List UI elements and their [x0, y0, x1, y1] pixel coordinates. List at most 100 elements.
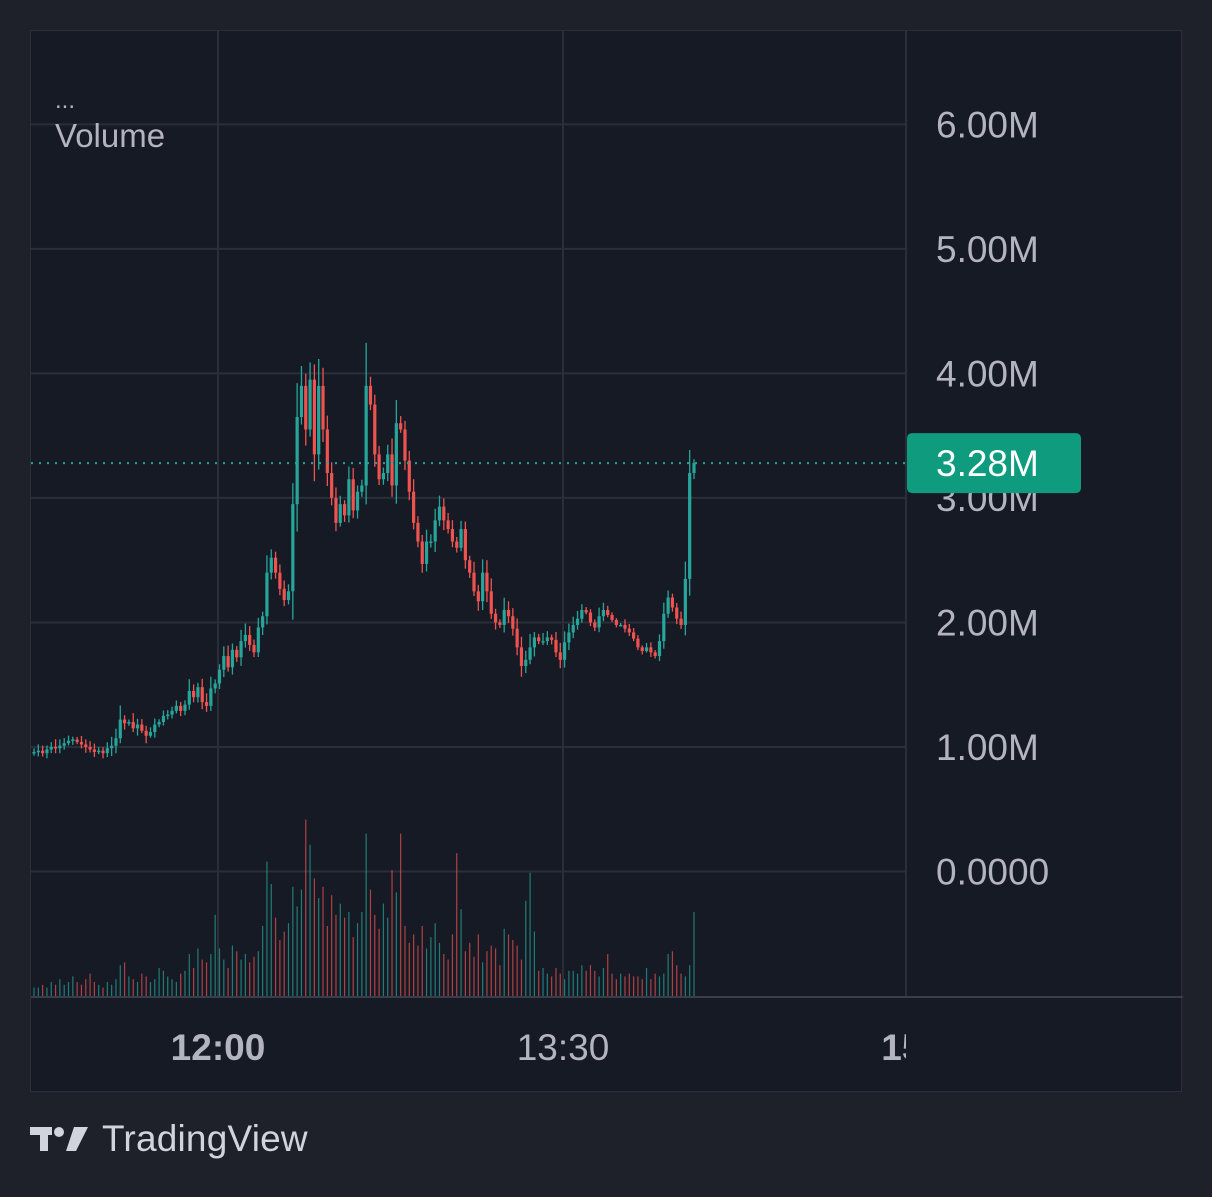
candle-body	[62, 743, 66, 746]
volume-bar	[236, 951, 238, 996]
candle-body	[248, 634, 252, 645]
candle-body	[36, 750, 40, 753]
volume-bar	[141, 973, 143, 996]
volume-bar	[136, 982, 139, 996]
candle-body	[66, 740, 71, 744]
candle-body	[317, 385, 321, 455]
x-tick-label: 15:	[881, 1027, 934, 1068]
y-tick-label: 5.00M	[936, 229, 1039, 270]
candle-body	[222, 656, 226, 670]
volume-bar	[266, 861, 268, 996]
candle-body	[481, 572, 485, 602]
candle-body	[588, 612, 593, 623]
volume-bar	[223, 959, 225, 996]
volume-bar	[434, 923, 436, 996]
candle-body	[192, 690, 196, 698]
candle-body	[148, 732, 153, 736]
volume-bar	[67, 982, 70, 996]
volume-bar	[633, 976, 635, 996]
candle-body	[545, 637, 549, 642]
candle-body	[213, 683, 217, 689]
volume-bar	[663, 973, 665, 996]
tradingview-logo-icon	[30, 1127, 88, 1151]
candle-body	[312, 379, 316, 455]
volume-bar	[279, 940, 281, 996]
candle-body	[459, 529, 463, 548]
volume-bar	[283, 931, 285, 996]
candle-body	[519, 647, 524, 667]
volume-bar	[525, 900, 527, 996]
candle-body	[239, 641, 243, 658]
volume-bar	[650, 979, 652, 996]
volume-bar	[516, 945, 518, 996]
candle-body	[110, 745, 114, 749]
volume-bar	[218, 948, 221, 996]
volume-bar	[292, 886, 294, 996]
volume-bar	[188, 954, 190, 996]
candle-body	[614, 619, 618, 625]
volume-bar	[149, 982, 152, 996]
candle-body	[485, 572, 489, 592]
candle-body	[455, 541, 459, 548]
candle-body	[71, 739, 75, 741]
volume-bar	[145, 976, 147, 996]
candle-body	[394, 423, 398, 486]
volume-bar	[162, 970, 165, 996]
candle-body	[291, 504, 295, 592]
candle-body	[688, 473, 692, 579]
volume-bar	[175, 982, 177, 996]
y-tick-label: 0.0000	[936, 851, 1049, 892]
candle-body	[84, 744, 88, 747]
volume-bar	[676, 965, 678, 996]
y-tick-label: 4.00M	[936, 353, 1039, 394]
volume-bar	[417, 945, 419, 996]
volume-bar	[231, 945, 234, 996]
volume-bar	[356, 923, 359, 996]
candle-body	[649, 647, 653, 653]
volume-bar	[395, 892, 397, 996]
candle-body	[580, 610, 584, 619]
volume-bar	[253, 956, 255, 996]
volume-bar	[361, 912, 363, 996]
volume-bar	[106, 982, 108, 996]
candle-body	[101, 750, 105, 754]
candle-body	[58, 745, 62, 749]
volume-bar	[499, 965, 501, 996]
candle-body	[243, 634, 247, 642]
candle-body	[683, 578, 687, 625]
candle-body	[127, 722, 131, 724]
chart-panel[interactable]: 6.00M 5.00M 4.00M 3.00M 2.00M 1.00M 0.0000 12:…	[30, 30, 1183, 1093]
volume-bar	[615, 979, 617, 996]
candle-body	[179, 705, 183, 711]
candle-body	[32, 751, 36, 754]
candle-body	[53, 746, 58, 749]
candle-body	[632, 632, 636, 639]
candle-body	[75, 739, 79, 742]
volume-bar	[369, 889, 372, 996]
candle-body	[45, 749, 49, 754]
volume-bar	[197, 948, 199, 996]
volume-bar	[270, 884, 272, 996]
candle-body	[200, 687, 204, 703]
y-tick-label: 6.00M	[936, 104, 1039, 145]
legend-menu-dots[interactable]: ...	[55, 87, 76, 114]
volume-bar	[447, 959, 449, 996]
candle-body	[489, 591, 493, 614]
volume-bar	[85, 979, 87, 996]
candle-body	[528, 647, 532, 660]
volume-bar	[274, 917, 277, 996]
volume-bar	[210, 954, 212, 996]
volume-bar	[171, 979, 173, 996]
candle-body	[562, 642, 567, 660]
candle-body	[446, 520, 450, 530]
candle-body	[278, 572, 282, 589]
tradingview-brand[interactable]: TradingView	[30, 1118, 308, 1160]
volume-bar	[80, 984, 83, 996]
candle-body	[196, 687, 200, 698]
volume-bar	[654, 973, 656, 996]
candle-body	[351, 479, 355, 511]
candle-body	[653, 652, 657, 657]
candle-body	[606, 610, 610, 615]
